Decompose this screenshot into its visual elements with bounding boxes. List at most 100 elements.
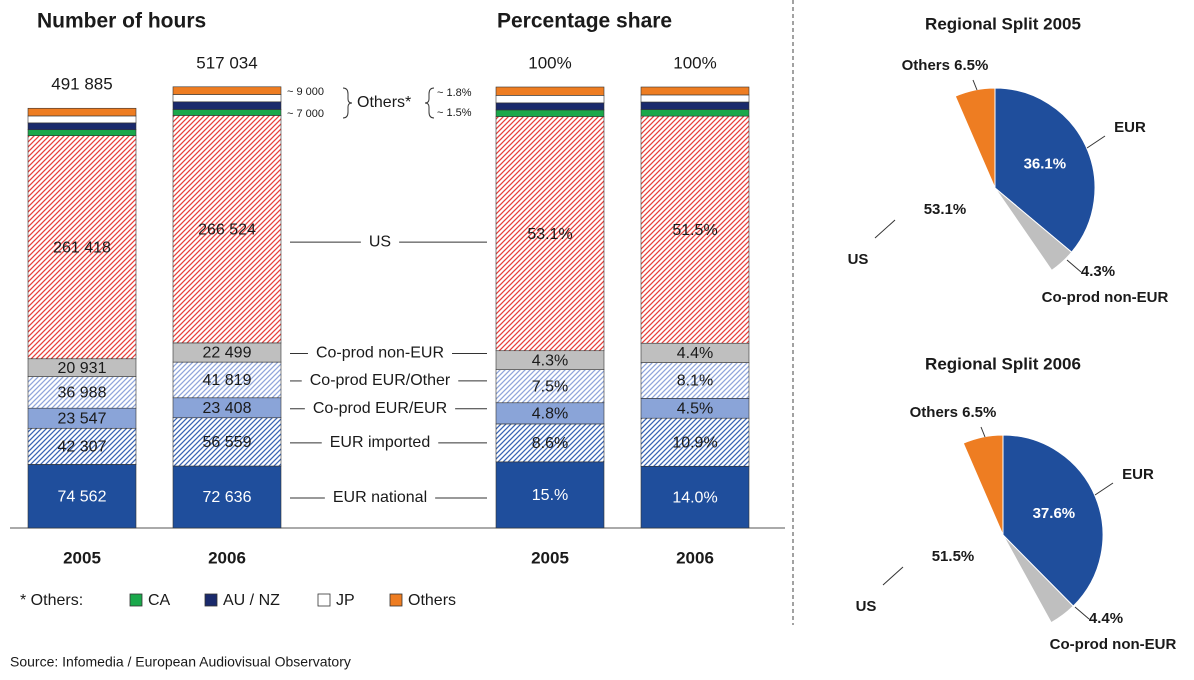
pie-value-label: 6.5% — [954, 57, 988, 74]
leader-line — [874, 219, 896, 239]
value-label: 7.5% — [532, 378, 568, 395]
bar-segment — [172, 361, 282, 399]
bar-segment — [27, 115, 137, 124]
pie-slice — [994, 87, 1096, 253]
value-label: 10.9% — [672, 434, 717, 451]
legend-swatch — [129, 593, 143, 607]
bar-segment — [172, 101, 282, 110]
value-label: 4.8% — [532, 406, 568, 423]
bar-segment — [27, 135, 137, 360]
leader-line — [1074, 606, 1090, 620]
value-label: 14.0% — [672, 489, 717, 506]
bar-segment — [495, 369, 605, 404]
leader-line — [1066, 259, 1082, 273]
value-label: 74 562 — [58, 488, 107, 505]
bar-segment — [172, 86, 282, 95]
series-label: EUR national — [333, 489, 427, 506]
bar-segment — [27, 129, 137, 136]
bar-segment — [27, 376, 137, 409]
bar-segment — [495, 95, 605, 104]
pie-label: Co-prod non-EUR — [1050, 636, 1177, 653]
series-label: Co-prod non-EUR — [316, 345, 444, 362]
bar-segment — [640, 362, 750, 399]
bar-segment — [640, 109, 750, 117]
pie-label: Others — [910, 404, 958, 421]
leader-line — [980, 426, 986, 438]
legend-label: JP — [336, 592, 355, 609]
pie-label: Others 6.5% — [910, 404, 997, 421]
legend-swatch — [317, 593, 331, 607]
chart-title: Number of hours — [37, 10, 206, 33]
pie-label: US — [848, 251, 869, 268]
value-label: 4.5% — [677, 400, 713, 417]
annotation: ~ 1.8% — [437, 87, 472, 99]
pie-title: Regional Split 2006 — [925, 354, 1081, 373]
legend-swatch — [389, 593, 403, 607]
x-tick-label: 2005 — [63, 548, 101, 567]
x-tick-label: 2006 — [208, 548, 246, 567]
pie-label: Co-prod non-EUR — [1042, 289, 1169, 306]
leader-line — [1086, 135, 1106, 149]
value-label: 8.6% — [532, 435, 568, 452]
legend-label: AU / NZ — [223, 592, 280, 609]
series-label: Co-prod EUR/Other — [310, 372, 451, 389]
bar-segment — [27, 107, 137, 117]
legend-label: Others — [408, 592, 456, 609]
total-label: 517 034 — [196, 53, 257, 72]
pie-label: EUR — [1122, 466, 1154, 483]
pie-value-label: 51.5% — [932, 548, 975, 565]
bar-segment — [640, 115, 750, 344]
value-label: 36 988 — [58, 385, 107, 402]
bar-segment — [640, 86, 750, 96]
pie-slice — [1002, 434, 1104, 607]
source: Source: Infomedia / European Audiovisual… — [10, 654, 351, 670]
bar-segment — [172, 465, 282, 529]
value-label: 72 636 — [203, 489, 252, 506]
pie-label: US — [856, 598, 877, 615]
brace — [342, 87, 353, 119]
total-label: 100% — [528, 53, 571, 72]
group-label: Others* — [357, 94, 411, 111]
x-tick-label: 2005 — [531, 548, 569, 567]
bar-segment — [495, 102, 605, 111]
leader-line — [1094, 482, 1114, 496]
pie-slice — [962, 434, 1004, 536]
bar-segment — [172, 109, 282, 116]
value-label: 266 524 — [198, 221, 256, 238]
value-label: 51.5% — [672, 222, 717, 239]
chart-title: Percentage share — [497, 10, 672, 33]
pie-value-label: 37.6% — [1033, 505, 1076, 522]
leader-line — [882, 566, 904, 586]
value-label: 20 931 — [58, 360, 107, 377]
annotation: ~ 9 000 — [287, 86, 324, 98]
bar-segment — [172, 417, 282, 467]
pie-slice — [895, 96, 1052, 288]
bar-segment — [640, 101, 750, 110]
value-label: 23 408 — [203, 400, 252, 417]
total-label: 491 885 — [51, 75, 112, 94]
pie-slice — [954, 87, 996, 189]
bar-segment — [495, 109, 605, 117]
bar-segment — [495, 86, 605, 96]
bar-segment — [640, 465, 750, 529]
total-label: 100% — [673, 53, 716, 72]
legend-label: CA — [148, 592, 171, 609]
pie-slice — [994, 187, 1073, 272]
bar-segment — [27, 427, 137, 465]
value-label: 15.% — [532, 487, 568, 504]
value-label: 4.3% — [532, 352, 568, 369]
series-label: EUR imported — [330, 434, 430, 451]
value-label: 8.1% — [677, 373, 713, 390]
pie-value-label: 4.4% — [1089, 610, 1123, 627]
pie-label: Others 6.5% — [902, 57, 989, 74]
value-label: 41 819 — [203, 372, 252, 389]
legend-title: * Others: — [20, 592, 83, 609]
bar-segment — [640, 417, 750, 467]
value-label: 53.1% — [527, 226, 572, 243]
bar-segment — [172, 115, 282, 344]
bar-segment — [27, 122, 137, 131]
bar-segment — [640, 94, 750, 103]
value-label: 261 418 — [53, 239, 111, 256]
annotation: ~ 7 000 — [287, 108, 324, 120]
